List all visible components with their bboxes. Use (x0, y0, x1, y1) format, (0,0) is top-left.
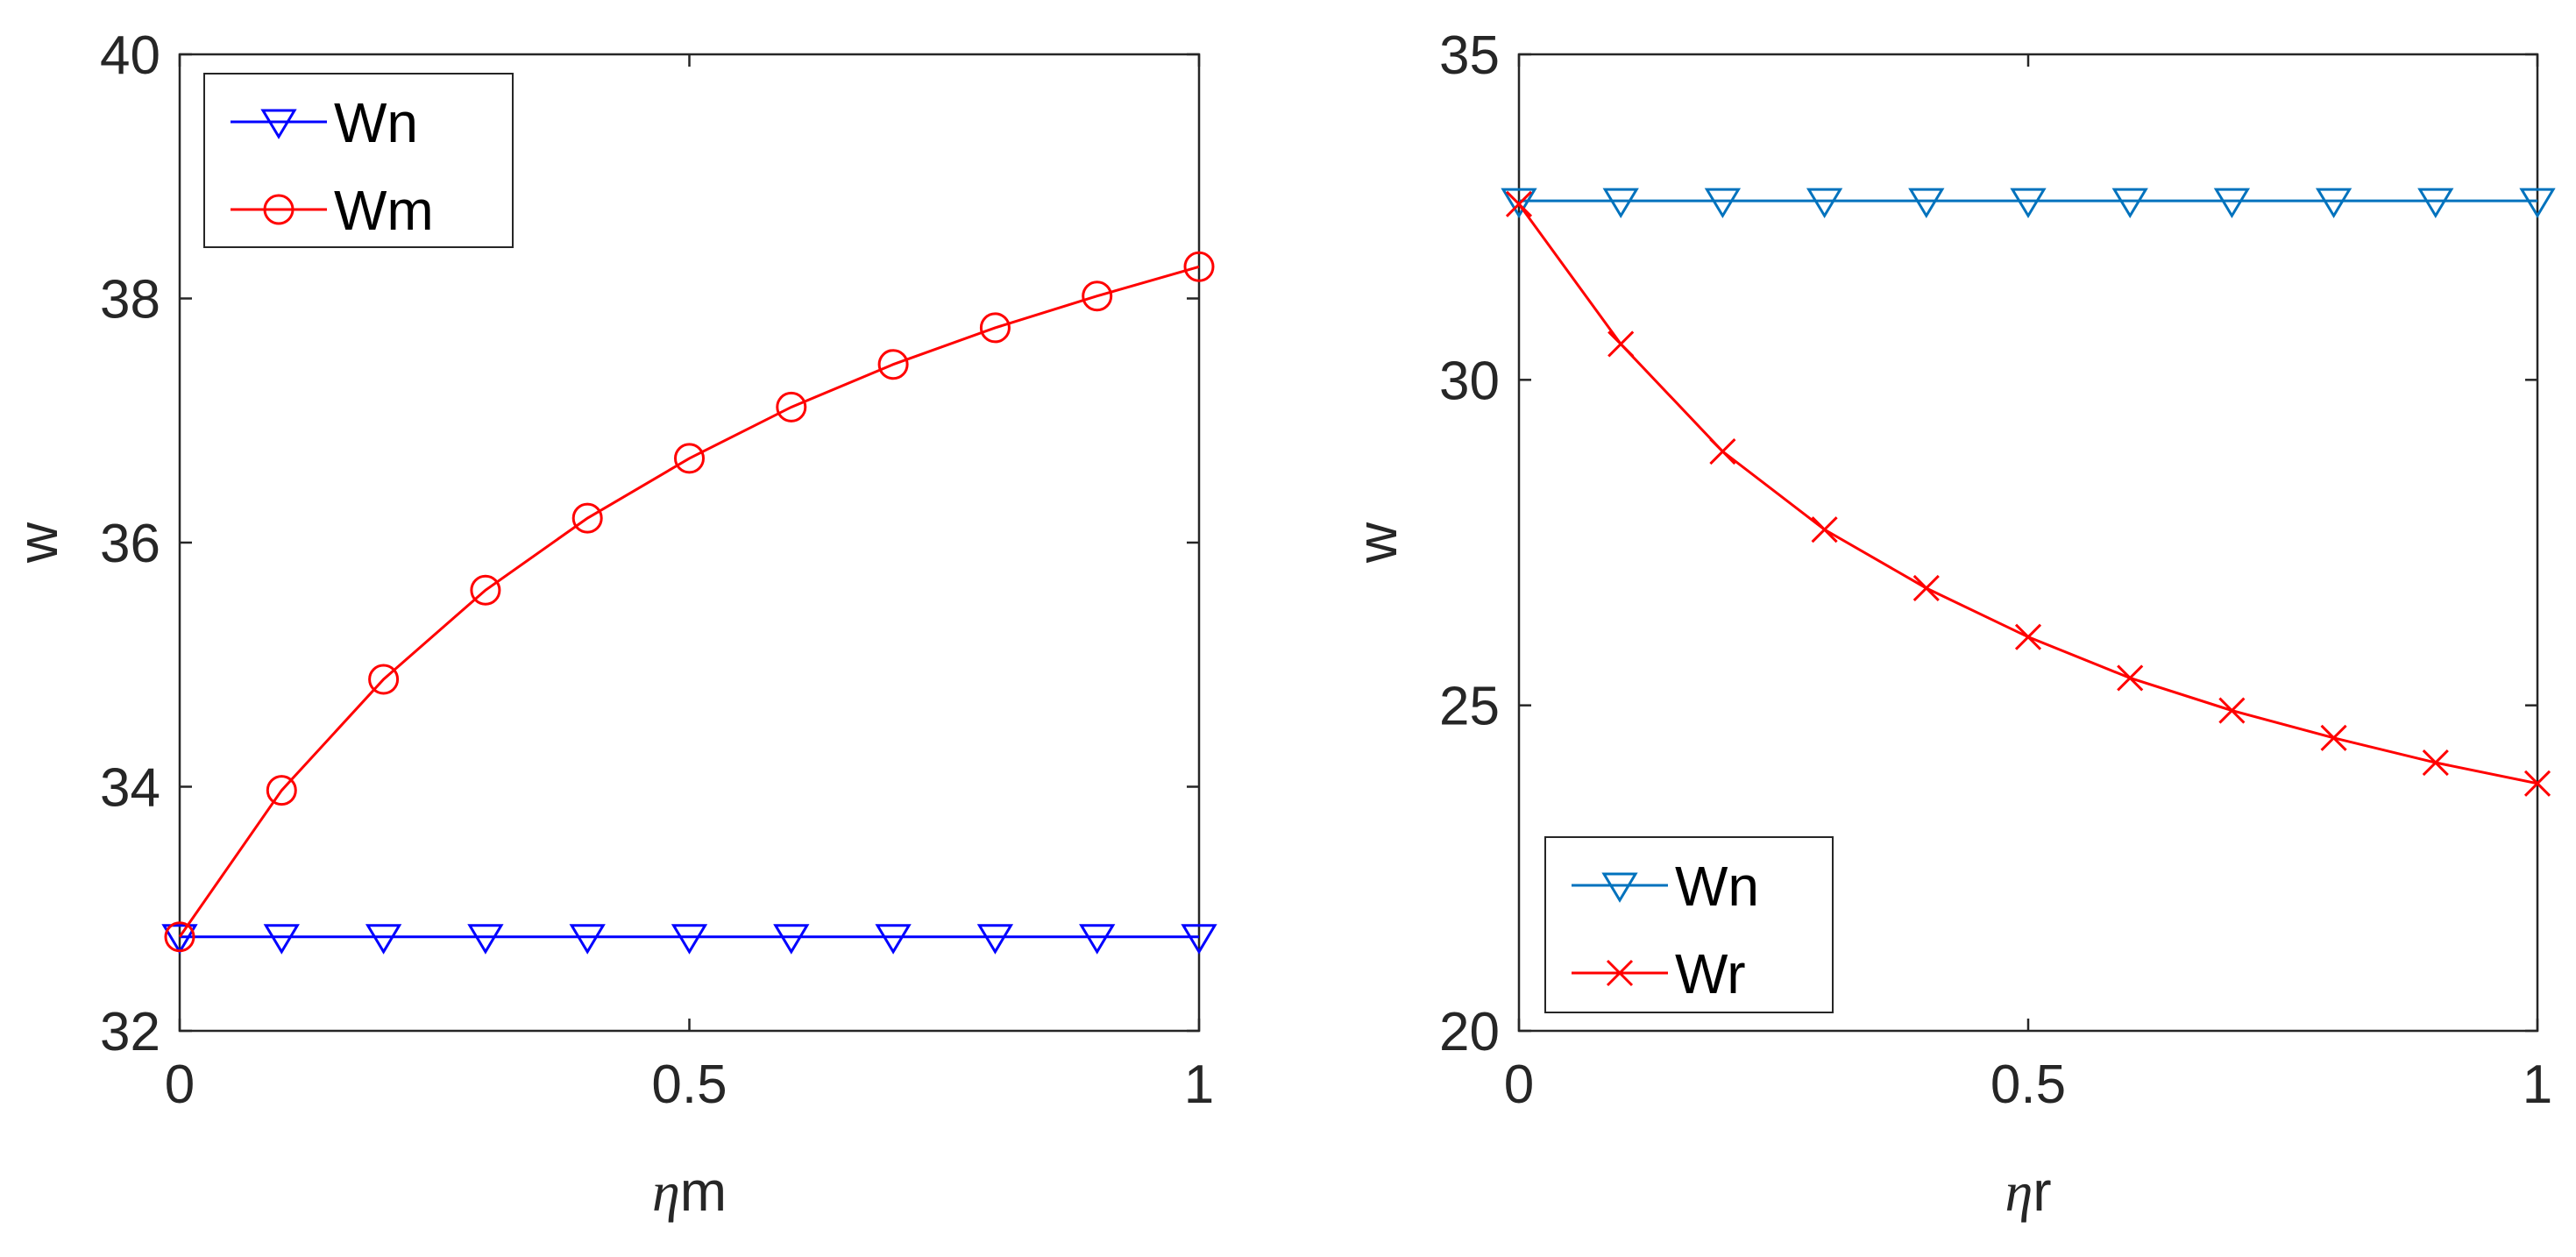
chart-2-ytick-label: 20 (1439, 1002, 1500, 1062)
chart-1-series-wn-point (365, 924, 402, 955)
chart-1-series-wn-point (263, 924, 300, 955)
chart-1-legend-box (203, 73, 514, 248)
chart-1-series-wm-point (1082, 281, 1113, 312)
chart-2-xtick-label: 1 (2523, 1055, 2552, 1115)
chart-2-ytick-label: 35 (1439, 25, 1500, 86)
chart-1-series-wm (164, 251, 1215, 953)
chart-1-series-wm-line (178, 265, 1200, 938)
chart-1-ytick-label: 32 (100, 1002, 160, 1062)
chart-1-series-wm-point (979, 312, 1011, 344)
chart-1-series-wn-point (1181, 924, 1217, 955)
chart-1-ylabel: w (6, 522, 69, 564)
chart-1-series-wm-point (877, 349, 909, 380)
chart-1-series-wm-point (368, 664, 400, 695)
chart-1-series-wm-point (1183, 251, 1215, 282)
chart-1-series-wn-point (773, 924, 810, 955)
chart-1-xtick-label: 0.5 (651, 1055, 727, 1115)
chart-2-series-wr-point (2014, 623, 2042, 650)
chart-1-series-wm-point (674, 443, 705, 474)
chart-1-legend-marker-wm (263, 194, 295, 225)
chart-2-legend: Wn Wr (1544, 836, 1834, 1013)
chart-2-series-wn-point (2010, 188, 2047, 219)
chart-2-ylabel: w (1345, 522, 1409, 564)
chart-2-series-wr-point (2523, 770, 2551, 797)
chart-1-xtick-label: 0 (165, 1055, 195, 1115)
chart-2-ytick-label: 30 (1439, 351, 1500, 411)
chart-2-series-wr-point (2422, 749, 2449, 777)
chart-2-series-wr-point (2218, 697, 2246, 724)
chart-1-legend: Wn Wm (203, 73, 514, 248)
chart-1-series-wm-point (776, 391, 807, 423)
chart-1-series-wn-point (875, 924, 912, 955)
chart-2-legend-box (1544, 836, 1834, 1013)
chart-2-series-wr-point (1709, 437, 1736, 465)
chart-1-series-wn-point (1079, 924, 1116, 955)
chart-1-legend-label-wn: Wn (334, 91, 418, 154)
chart-2-series-wr-point (1505, 190, 1533, 217)
chart-1-ytick-label: 34 (100, 758, 160, 819)
chart-2: 0 0.5 1 20 25 30 35 ηr w Wn Wr (1345, 25, 2556, 1223)
chart-1-legend-label-wm: Wm (334, 179, 434, 242)
chart-2-series-wn-point (2519, 188, 2556, 219)
chart-2-series-wn-point (1806, 188, 1843, 219)
chart-2-xtick-label: 0 (1504, 1055, 1534, 1115)
chart-2-series-wn-point (2417, 188, 2454, 219)
chart-1-xlabel: ηm (652, 1160, 727, 1223)
chart-1-series-wn-point (976, 924, 1014, 955)
chart-1-series-wn (161, 924, 1217, 955)
chart-1-xlabel-symbol: η (652, 1161, 680, 1223)
chart-2-series-wn-point (2111, 188, 2148, 219)
chart-2-series-wr (1505, 190, 2551, 797)
chart-2-series-wn-point (1602, 188, 1639, 219)
chart-2-xlabel-symbol: η (2005, 1161, 2033, 1223)
chart-2-series-wn-point (1704, 188, 1742, 219)
chart-2-legend-label-wn: Wn (1675, 855, 1759, 918)
chart-1-series-wm-point (571, 502, 603, 534)
chart-1-series-wm-point (266, 775, 297, 806)
chart-2-legend-marker-wn (1601, 872, 1638, 903)
chart-1-series-wm-point (470, 574, 501, 606)
chart-1: 0 0.5 1 32 34 36 38 40 ηm w Wn Wm (6, 25, 1217, 1223)
chart-2-series-wr-point (2117, 664, 2144, 692)
chart-1-xtick-label: 1 (1184, 1055, 1214, 1115)
chart-1-series-wn-point (467, 924, 504, 955)
chart-1-series-wm-point (164, 921, 195, 953)
chart-2-series-wn-point (2315, 188, 2352, 219)
chart-2-xtick-label: 0.5 (1991, 1055, 2066, 1115)
chart-2-legend-label-wr: Wr (1675, 942, 1746, 1005)
chart-2-series-wn-point (1908, 188, 1945, 219)
chart-2-series-wn-point (1501, 188, 1537, 219)
chart-2-xlabel: ηr (2005, 1160, 2051, 1223)
chart-2-series-wr-point (1912, 574, 1940, 602)
chart-2-series-wr-line (1517, 202, 2538, 785)
chart-2-ytick-label: 25 (1439, 677, 1500, 737)
chart-2-legend-marker-wr (1606, 959, 1634, 987)
chart-1-ytick-label: 40 (100, 25, 160, 86)
chart-1-series-wn-point (671, 924, 708, 955)
chart-1-ytick-label: 38 (100, 270, 160, 330)
chart-2-xlabel-text: r (2033, 1160, 2051, 1223)
chart-1-series-wn-point (161, 924, 198, 955)
chart-2-series-wr-point (1607, 330, 1635, 358)
chart-1-series-wn-point (569, 924, 606, 955)
chart-2-series-wr-point (1811, 516, 1838, 543)
chart-2-series-wn-point (2213, 188, 2251, 219)
chart-1-legend-marker-wn (260, 109, 297, 139)
chart-1-ytick-label: 36 (100, 514, 160, 574)
chart-1-xlabel-text: m (680, 1160, 727, 1223)
chart-2-series-wr-point (2320, 724, 2347, 751)
chart-2-series-wn (1501, 188, 2556, 219)
